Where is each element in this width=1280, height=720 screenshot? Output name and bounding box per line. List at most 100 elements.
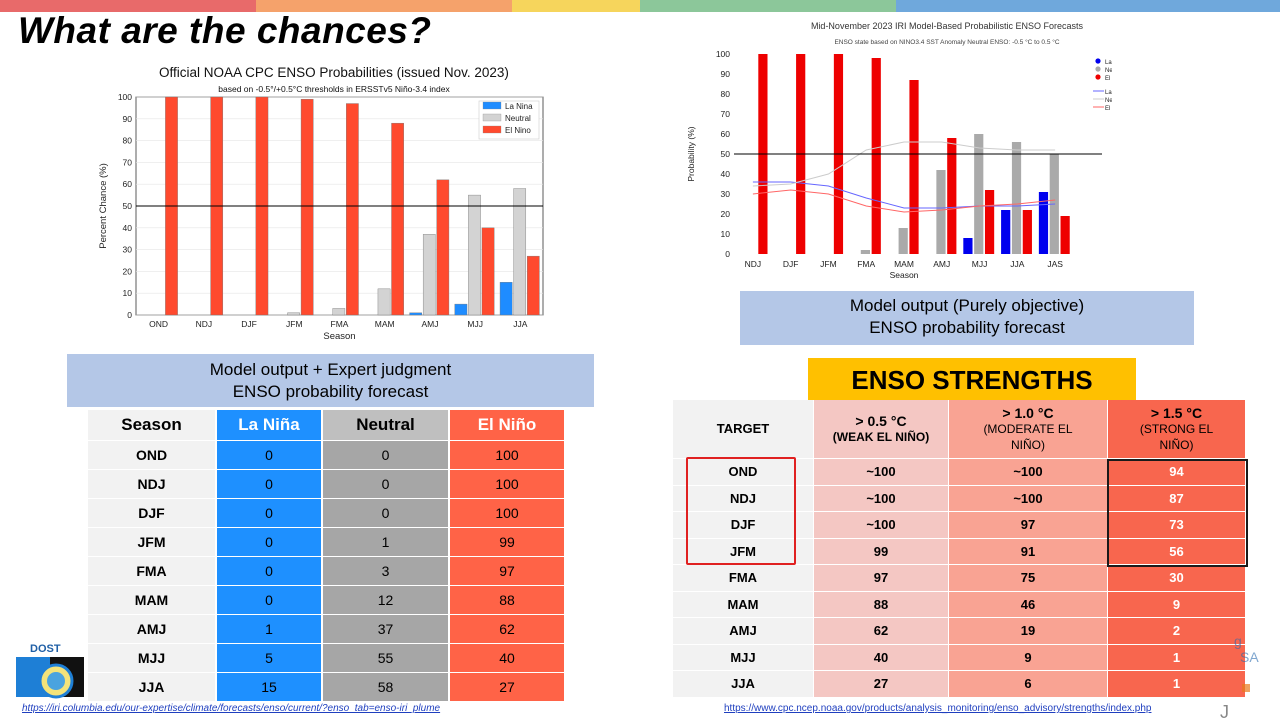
table-row: FMA 0 3 97 bbox=[88, 557, 566, 586]
cell-target: NDJ bbox=[673, 485, 814, 512]
y-tick-label: 90 bbox=[123, 114, 133, 124]
cell-season: MJJ bbox=[88, 644, 217, 673]
svg-text:g: g bbox=[1234, 633, 1242, 649]
legend-label: La Niña Forecast Probability bbox=[1105, 60, 1112, 66]
table-row: FMA 97 75 30 bbox=[673, 565, 1246, 592]
x-tick-label: DJF bbox=[241, 319, 257, 329]
bar bbox=[409, 312, 423, 316]
cell-weak: 27 bbox=[814, 671, 949, 698]
table-row: DJF 0 0 100 bbox=[88, 499, 566, 528]
y-tick-label: 70 bbox=[123, 157, 133, 167]
table-row: NDJ ~100 ~100 87 bbox=[673, 485, 1246, 512]
cell-moderate: 97 bbox=[949, 512, 1108, 539]
cell-target: JJA bbox=[673, 671, 814, 698]
cell-weak: ~100 bbox=[814, 485, 949, 512]
cell-strong: 73 bbox=[1108, 512, 1246, 539]
bar bbox=[871, 58, 881, 254]
bar bbox=[436, 179, 450, 316]
cell-moderate: ~100 bbox=[949, 459, 1108, 486]
cell-el-nino: 27 bbox=[450, 673, 566, 702]
cell-neutral: 0 bbox=[323, 499, 450, 528]
cell-neutral: 12 bbox=[323, 586, 450, 615]
cell-weak: 97 bbox=[814, 565, 949, 592]
header-la-nina: La Niña bbox=[217, 410, 323, 441]
cell-weak: 88 bbox=[814, 591, 949, 618]
y-tick-label: 0 bbox=[725, 249, 730, 259]
cell-la-nina: 5 bbox=[217, 644, 323, 673]
cell-season: JFM bbox=[88, 528, 217, 557]
stripe-segment bbox=[256, 0, 512, 12]
cell-target: OND bbox=[673, 459, 814, 486]
x-tick-label: NDJ bbox=[196, 319, 213, 329]
header-target-label: TARGET bbox=[716, 421, 770, 436]
legend-label: Neutral bbox=[505, 114, 531, 123]
cell-moderate: 9 bbox=[949, 644, 1108, 671]
y-tick-label: 30 bbox=[721, 189, 731, 199]
bar bbox=[909, 80, 919, 254]
cell-moderate: ~100 bbox=[949, 485, 1108, 512]
legend-label: La Nina bbox=[505, 102, 533, 111]
cell-el-nino: 100 bbox=[450, 470, 566, 499]
x-tick-label: FMA bbox=[857, 259, 875, 269]
dost-logo-text: DOST bbox=[30, 643, 61, 655]
header-strong: > 1.5 °C (STRONG EL NIÑO) bbox=[1108, 400, 1246, 459]
x-tick-label: JFM bbox=[286, 319, 303, 329]
cpc-probability-table: Season La Niña Neutral El Niño OND 0 0 100 N… bbox=[88, 410, 566, 702]
highlight-box-red bbox=[686, 457, 796, 565]
cell-la-nina: 0 bbox=[217, 470, 323, 499]
cell-la-nina: 0 bbox=[217, 441, 323, 470]
cell-neutral: 1 bbox=[323, 528, 450, 557]
table-row: JFM 0 1 99 bbox=[88, 528, 566, 557]
table-row: NDJ 0 0 100 bbox=[88, 470, 566, 499]
header-moderate: > 1.0 °C (MODERATE EL NIÑO) bbox=[949, 400, 1108, 459]
legend-swatch bbox=[482, 125, 502, 134]
cell-strong: 94 bbox=[1108, 459, 1246, 486]
bar bbox=[481, 227, 495, 316]
legend-label: La Niña Climatology bbox=[1105, 90, 1112, 96]
y-tick-label: 50 bbox=[721, 149, 731, 159]
cell-la-nina: 15 bbox=[217, 673, 323, 702]
cpc-strengths-link[interactable]: https://www.cpc.ncep.noaa.gov/products/a… bbox=[724, 703, 1152, 714]
header-moderate-threshold: > 1.0 °C bbox=[1002, 405, 1054, 421]
cpc-caption-line1: Model output + Expert judgment bbox=[209, 360, 452, 379]
bar bbox=[287, 312, 300, 316]
cell-target: MAM bbox=[673, 591, 814, 618]
table-row: AMJ 1 37 62 bbox=[88, 615, 566, 644]
bar bbox=[1022, 210, 1032, 254]
cpc-probability-chart: Official NOAA CPC ENSO Probabilities (is… bbox=[98, 65, 544, 342]
cell-el-nino: 100 bbox=[450, 441, 566, 470]
x-axis-label: Season bbox=[890, 270, 919, 280]
cell-strong: 9 bbox=[1108, 591, 1246, 618]
bar bbox=[936, 170, 946, 254]
legend-swatch bbox=[1095, 74, 1101, 80]
cell-moderate: 91 bbox=[949, 538, 1108, 565]
table-row: MAM 0 12 88 bbox=[88, 586, 566, 615]
table-header-row: TARGET > 0.5 °C (WEAK EL NIÑO) > 1.0 °C … bbox=[673, 400, 1246, 459]
cell-el-nino: 99 bbox=[450, 528, 566, 557]
x-tick-label: DJF bbox=[783, 259, 799, 269]
bar bbox=[526, 255, 540, 316]
legend-label: Neutral Forecast Probability bbox=[1105, 68, 1112, 74]
y-tick-label: 40 bbox=[721, 169, 731, 179]
partner-logo: g SA J bbox=[1220, 633, 1259, 720]
table-row: MJJ 5 55 40 bbox=[88, 644, 566, 673]
cell-season: FMA bbox=[88, 557, 217, 586]
iri-source-link[interactable]: https://iri.columbia.edu/our-expertise/c… bbox=[22, 703, 441, 714]
table-row: OND 0 0 100 bbox=[88, 441, 566, 470]
x-tick-label: FMA bbox=[331, 319, 349, 329]
cell-la-nina: 0 bbox=[217, 528, 323, 557]
y-tick-label: 20 bbox=[123, 266, 133, 276]
cell-moderate: 19 bbox=[949, 618, 1108, 645]
header-moderate-label: (MODERATE EL bbox=[983, 422, 1073, 436]
bar bbox=[499, 282, 513, 316]
table-row: OND ~100 ~100 94 bbox=[673, 459, 1246, 486]
cell-la-nina: 0 bbox=[217, 586, 323, 615]
header-strong-label: (STRONG EL bbox=[1139, 422, 1214, 436]
header-weak-threshold: > 0.5 °C bbox=[855, 413, 907, 429]
bar bbox=[1001, 210, 1011, 254]
legend-swatch bbox=[1095, 58, 1101, 64]
x-tick-label: JFM bbox=[820, 259, 837, 269]
cell-moderate: 6 bbox=[949, 671, 1108, 698]
cell-moderate: 46 bbox=[949, 591, 1108, 618]
cell-neutral: 58 bbox=[323, 673, 450, 702]
